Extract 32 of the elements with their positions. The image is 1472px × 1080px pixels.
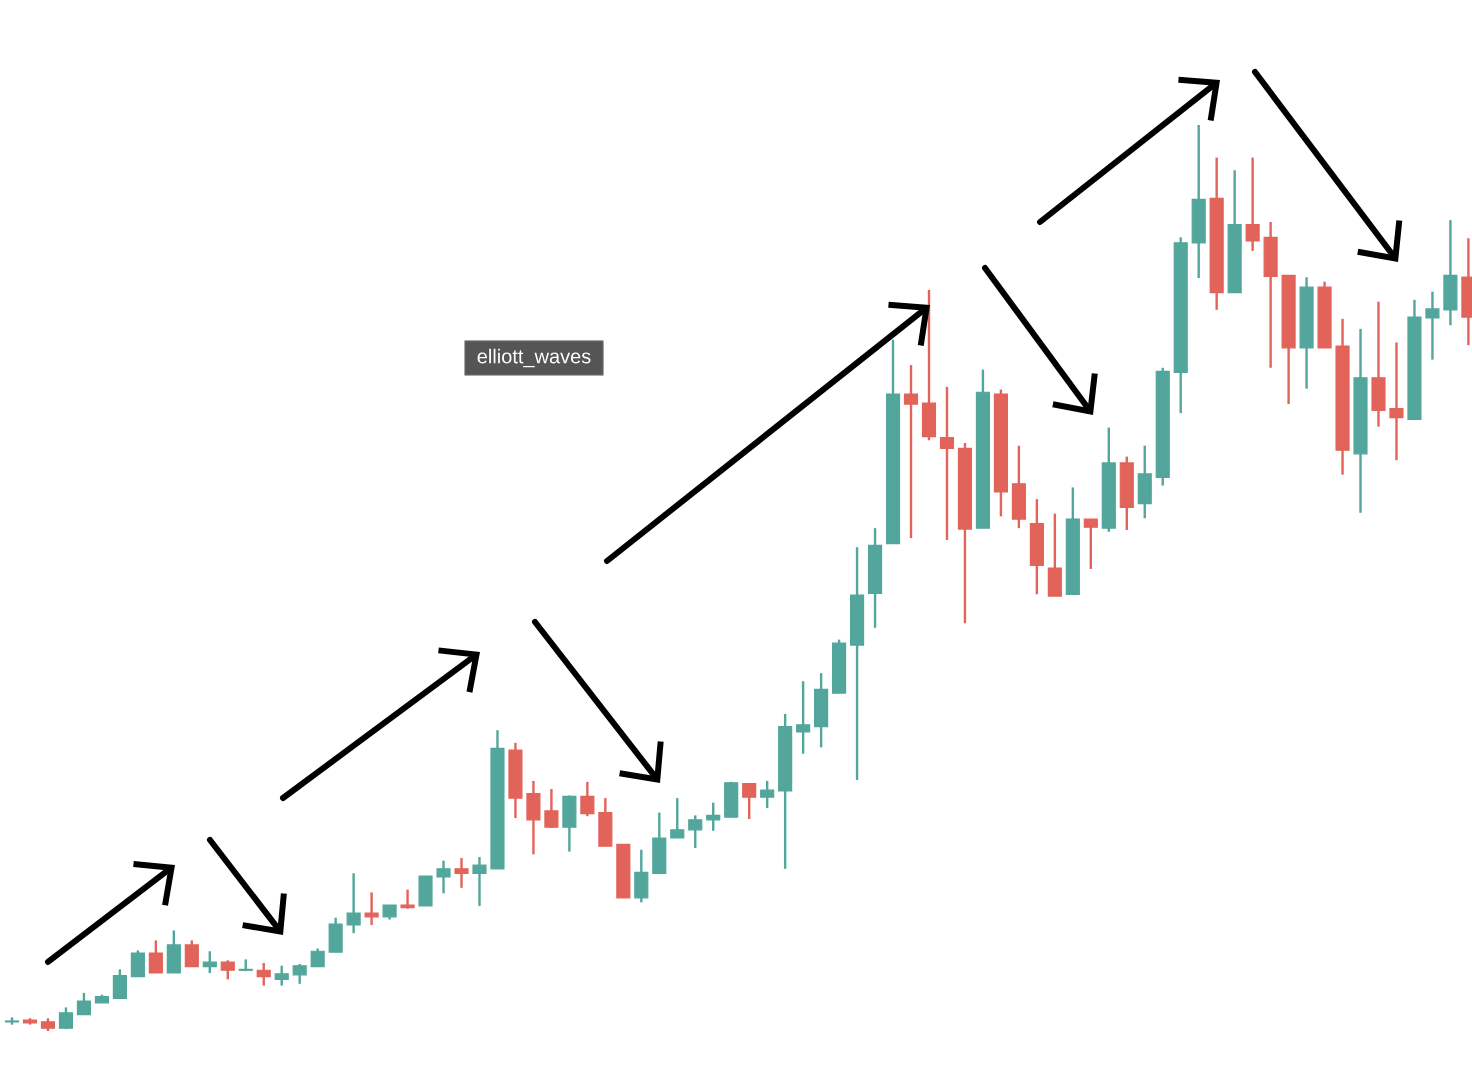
candlestick [706, 801, 721, 832]
candlestick [472, 855, 487, 908]
candlestick [544, 787, 559, 830]
candlestick [1083, 517, 1098, 571]
candlestick [202, 950, 217, 975]
candlestick [346, 872, 361, 935]
candlestick [688, 814, 703, 850]
candlestick [400, 888, 415, 910]
candlestick [796, 680, 811, 755]
candlestick [580, 780, 595, 818]
annotation: elliott_waves [477, 348, 591, 368]
candlestick [220, 959, 235, 981]
candlestick [436, 859, 451, 895]
candlestick [130, 949, 145, 978]
candlestick [310, 947, 325, 968]
candlestick [903, 363, 919, 540]
candlestick [1425, 290, 1440, 361]
candlestick [1245, 156, 1260, 253]
candlestick [939, 385, 955, 542]
candlestick [742, 782, 757, 821]
candlestick [364, 891, 379, 927]
candlestick [670, 796, 685, 840]
candlestick [76, 991, 91, 1016]
candlestick [1389, 341, 1404, 462]
candlestick [760, 779, 775, 810]
candlestick [256, 961, 271, 987]
candlestick [112, 968, 127, 1000]
candlestick [292, 962, 307, 986]
candlestick [148, 939, 163, 975]
candlestick [454, 856, 469, 890]
candlestick [274, 964, 289, 987]
candlestick [184, 939, 199, 968]
